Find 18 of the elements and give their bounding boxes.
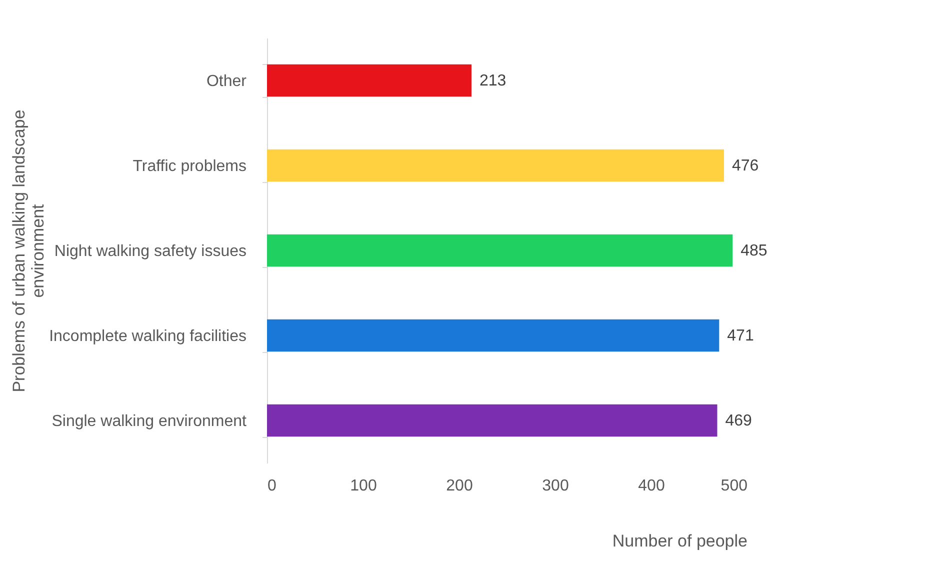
data-label: 471: [727, 328, 754, 344]
y-axis-title: Problems of urban walking landscape environment: [10, 110, 48, 392]
x-axis-title: Number of people: [612, 532, 748, 550]
data-label: 485: [740, 242, 768, 260]
y-tick-label: Traffic problems: [132, 158, 246, 175]
x-tick-label: 400: [638, 478, 665, 494]
y-tick-label: Night walking safety issues: [54, 243, 246, 260]
x-tick-label: 200: [446, 478, 473, 494]
data-label: 476: [732, 158, 759, 174]
x-tick-label: 100: [350, 478, 377, 494]
x-tick-label: 0: [268, 478, 276, 494]
y-tick-label: Single walking environment: [52, 413, 248, 430]
x-tick-label: 500: [720, 478, 748, 494]
x-tick-label: 300: [542, 478, 569, 494]
data-label: 213: [479, 72, 506, 90]
data-label: 469: [725, 412, 752, 430]
y-tick-label: Other: [206, 73, 248, 90]
y-tick-label: Incomplete walking facilities: [49, 328, 246, 345]
